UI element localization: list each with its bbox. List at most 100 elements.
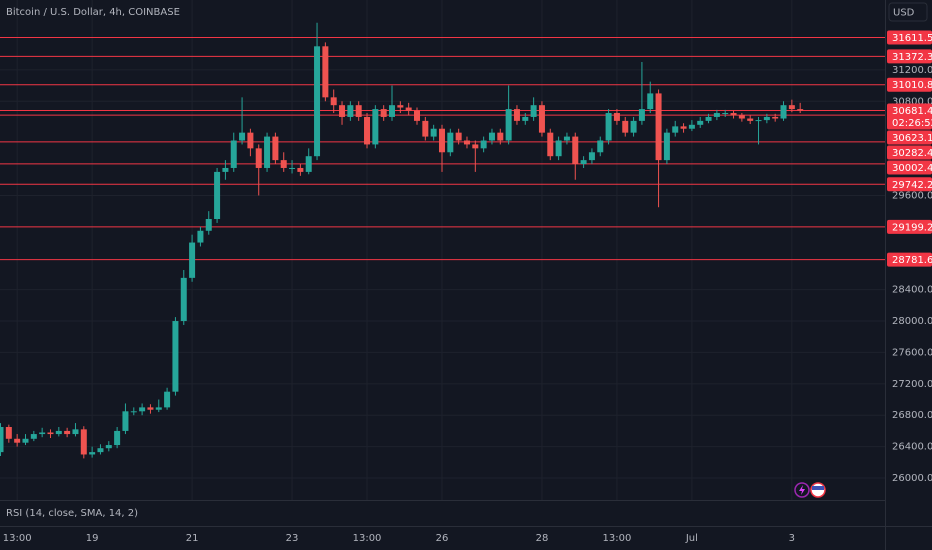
level-label-box xyxy=(887,145,932,160)
candle-body xyxy=(147,407,154,410)
candle-body xyxy=(563,136,570,141)
candle-body xyxy=(239,132,246,141)
candle-body xyxy=(255,148,262,168)
candle-body xyxy=(205,218,212,231)
candle-body xyxy=(722,113,729,115)
candle-body xyxy=(122,411,129,431)
candle-body xyxy=(72,429,79,435)
level-label: 29199.24 xyxy=(892,222,932,233)
y-tick-label: 26400.00 xyxy=(892,442,932,453)
level-label-box xyxy=(887,77,932,92)
level-label-box xyxy=(887,130,932,145)
axis: 26000.00 26400.00 26800.00 27200.00 27600.00… xyxy=(3,30,932,544)
candle-body xyxy=(430,128,437,137)
candle-body xyxy=(438,128,445,153)
y-tick-label: 28000.00 xyxy=(892,316,932,327)
y-tick-label: 28400.00 xyxy=(892,285,932,296)
countdown: 02:26:52 xyxy=(892,118,932,129)
candle-body xyxy=(697,120,704,125)
x-tick-label: 13:00 xyxy=(603,533,632,544)
candle-body xyxy=(97,448,104,453)
candle-body xyxy=(214,171,221,219)
candle-body xyxy=(64,430,71,435)
candle-body xyxy=(30,434,37,439)
candles xyxy=(0,22,804,459)
level-label: 31611.51 xyxy=(892,33,932,44)
candle-body xyxy=(772,116,779,119)
currency[interactable]: USD xyxy=(893,8,915,19)
candle-body xyxy=(47,432,54,435)
candle-body xyxy=(422,120,429,137)
level-label: 29742.23 xyxy=(892,180,932,191)
candle-body xyxy=(272,136,279,161)
candle-body xyxy=(339,105,346,117)
candle-body xyxy=(389,105,396,117)
x-tick-label: 26 xyxy=(436,533,449,544)
x-tick-label: 21 xyxy=(186,533,199,544)
candle-body xyxy=(705,116,712,121)
level-label-box xyxy=(887,219,932,234)
candle-body xyxy=(447,132,454,153)
x-tick-label: 23 xyxy=(286,533,299,544)
candle-body xyxy=(647,93,654,110)
candle-body xyxy=(55,430,62,435)
x-tick-label: 28 xyxy=(536,533,549,544)
candle-body xyxy=(14,438,21,443)
candle-body xyxy=(247,132,254,149)
y-tick-label: 30800.00 xyxy=(892,96,932,107)
candle-body xyxy=(180,277,187,322)
currency-button[interactable] xyxy=(888,2,928,22)
candle-body xyxy=(480,140,487,149)
candle-body xyxy=(680,126,687,129)
candle-body xyxy=(372,109,379,145)
candle-body xyxy=(5,427,12,439)
y-tick-label: 27200.00 xyxy=(892,379,932,390)
y-tick-label: 27600.00 xyxy=(892,347,932,358)
candle-body xyxy=(355,105,362,117)
candle-body xyxy=(189,242,196,278)
candle-body xyxy=(455,132,462,141)
candle-body xyxy=(155,407,162,410)
level-label-box xyxy=(887,30,932,45)
candle-body xyxy=(230,140,237,168)
candle-body xyxy=(364,116,371,145)
candle-body xyxy=(488,132,495,141)
level-label-box xyxy=(887,177,932,192)
level-label: 31010.84 xyxy=(892,80,932,91)
candle-body xyxy=(738,115,745,119)
candle-body xyxy=(713,113,720,117)
candle-body xyxy=(522,116,529,121)
y-tick-label: 26000.00 xyxy=(892,473,932,484)
level-label-box xyxy=(887,252,932,267)
candle-body xyxy=(505,109,512,141)
indicator-label: RSI (14, close, SMA, 14, 2) xyxy=(6,508,138,519)
candle-body xyxy=(655,93,662,161)
x-tick-label: 19 xyxy=(86,533,99,544)
candle-body xyxy=(22,438,29,443)
level-label: 30002.47 xyxy=(892,163,932,174)
candle-body xyxy=(297,167,304,172)
level-label: 30623.10 xyxy=(892,133,932,144)
candle-body xyxy=(222,167,229,172)
candle-body xyxy=(139,407,146,412)
candle-body xyxy=(663,132,670,161)
candle-body xyxy=(322,46,329,98)
candle-body xyxy=(497,132,504,141)
candle-body xyxy=(797,109,804,111)
y-tick-label: 29600.00 xyxy=(892,190,932,201)
x-tick-label: Jul xyxy=(685,533,698,544)
candle-body xyxy=(730,113,737,116)
candle-body xyxy=(172,321,179,392)
candle-body xyxy=(572,136,579,165)
economic-icon-flag xyxy=(812,486,824,490)
candle-body xyxy=(588,152,595,161)
level-label: 28781.64 xyxy=(892,255,932,266)
candle-body xyxy=(605,113,612,141)
candle-body xyxy=(280,160,287,168)
candle-body xyxy=(264,136,271,168)
candle-body xyxy=(380,109,387,117)
candle-body xyxy=(105,445,112,449)
